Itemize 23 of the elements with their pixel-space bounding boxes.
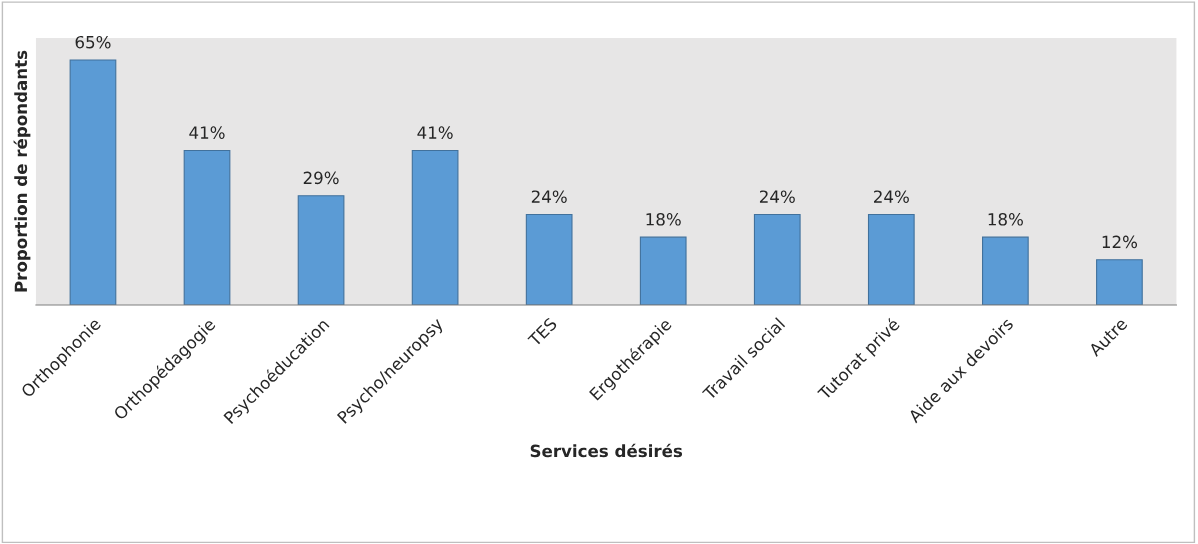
data-label: 24% <box>531 190 567 203</box>
bar <box>1096 259 1143 305</box>
data-label: 41% <box>189 126 225 139</box>
bar <box>525 214 573 305</box>
bar <box>981 236 1029 305</box>
bar <box>183 149 231 305</box>
bar <box>867 214 915 305</box>
x-axis-title: Services désirés <box>530 443 683 458</box>
data-label: 24% <box>759 190 795 203</box>
data-label: 18% <box>988 213 1023 226</box>
data-label: 65% <box>75 35 111 49</box>
bar <box>639 236 687 305</box>
bar <box>411 149 459 305</box>
data-label: 41% <box>417 126 453 139</box>
y-axis-title: Proportion de répondants <box>13 50 31 292</box>
data-label: 29% <box>303 171 339 185</box>
data-label: 18% <box>646 213 681 226</box>
bar <box>753 214 801 305</box>
data-label: 12% <box>1102 235 1138 249</box>
x-tick-label: TES <box>527 316 558 348</box>
bar <box>69 59 117 305</box>
bar <box>297 195 345 305</box>
data-label: 24% <box>874 190 909 203</box>
